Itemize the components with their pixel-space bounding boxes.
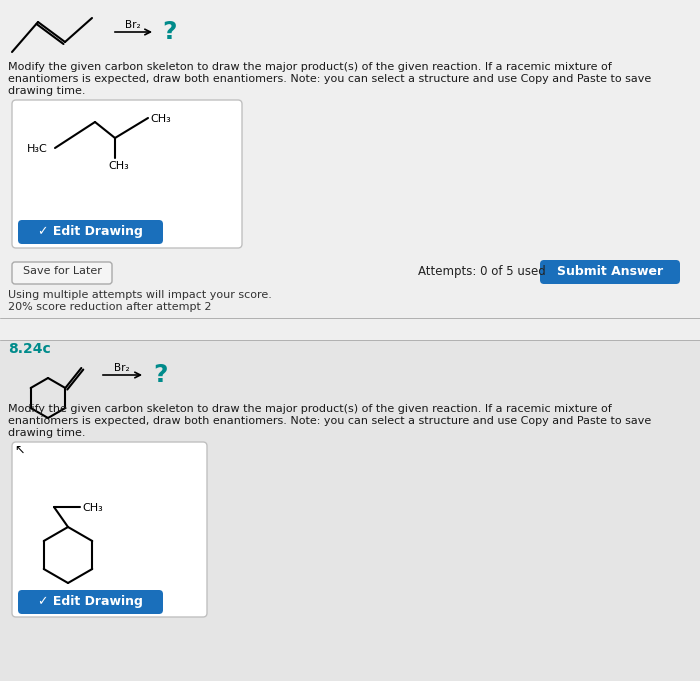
Text: Br₂: Br₂ [125, 20, 141, 30]
FancyBboxPatch shape [540, 260, 680, 284]
Text: Save for Later: Save for Later [22, 266, 102, 276]
Bar [0, 340, 700, 681]
Text: 20% score reduction after attempt 2: 20% score reduction after attempt 2 [8, 302, 211, 312]
Text: drawing time.: drawing time. [8, 428, 85, 438]
Text: H₃C: H₃C [27, 144, 48, 154]
Text: enantiomers is expected, draw both enantiomers. Note: you can select a structure: enantiomers is expected, draw both enant… [8, 74, 651, 84]
FancyBboxPatch shape [18, 220, 163, 244]
FancyBboxPatch shape [12, 442, 207, 617]
Text: ✓ Edit Drawing: ✓ Edit Drawing [38, 225, 142, 238]
Text: ✓ Edit Drawing: ✓ Edit Drawing [38, 595, 142, 608]
Text: Modify the given carbon skeleton to draw the major product(s) of the given react: Modify the given carbon skeleton to draw… [8, 62, 612, 72]
Bar [0, 0, 700, 340]
FancyBboxPatch shape [18, 590, 163, 614]
FancyBboxPatch shape [12, 262, 112, 284]
Text: CH₃: CH₃ [108, 161, 129, 171]
Text: Modify the given carbon skeleton to draw the major product(s) of the given react: Modify the given carbon skeleton to draw… [8, 404, 612, 414]
Text: Attempts: 0 of 5 used: Attempts: 0 of 5 used [418, 265, 546, 278]
Text: ?: ? [153, 363, 167, 387]
Text: CH₃: CH₃ [82, 503, 103, 513]
Text: CH₃: CH₃ [150, 114, 171, 124]
Text: 8.24c: 8.24c [8, 342, 50, 356]
Text: Using multiple attempts will impact your score.: Using multiple attempts will impact your… [8, 290, 272, 300]
FancyBboxPatch shape [12, 100, 242, 248]
Text: drawing time.: drawing time. [8, 86, 85, 96]
Text: Br₂: Br₂ [114, 363, 130, 373]
Text: enantiomers is expected, draw both enantiomers. Note: you can select a structure: enantiomers is expected, draw both enant… [8, 416, 651, 426]
Text: Submit Answer: Submit Answer [557, 265, 663, 278]
Text: ↖: ↖ [14, 444, 24, 457]
Text: ?: ? [162, 20, 176, 44]
